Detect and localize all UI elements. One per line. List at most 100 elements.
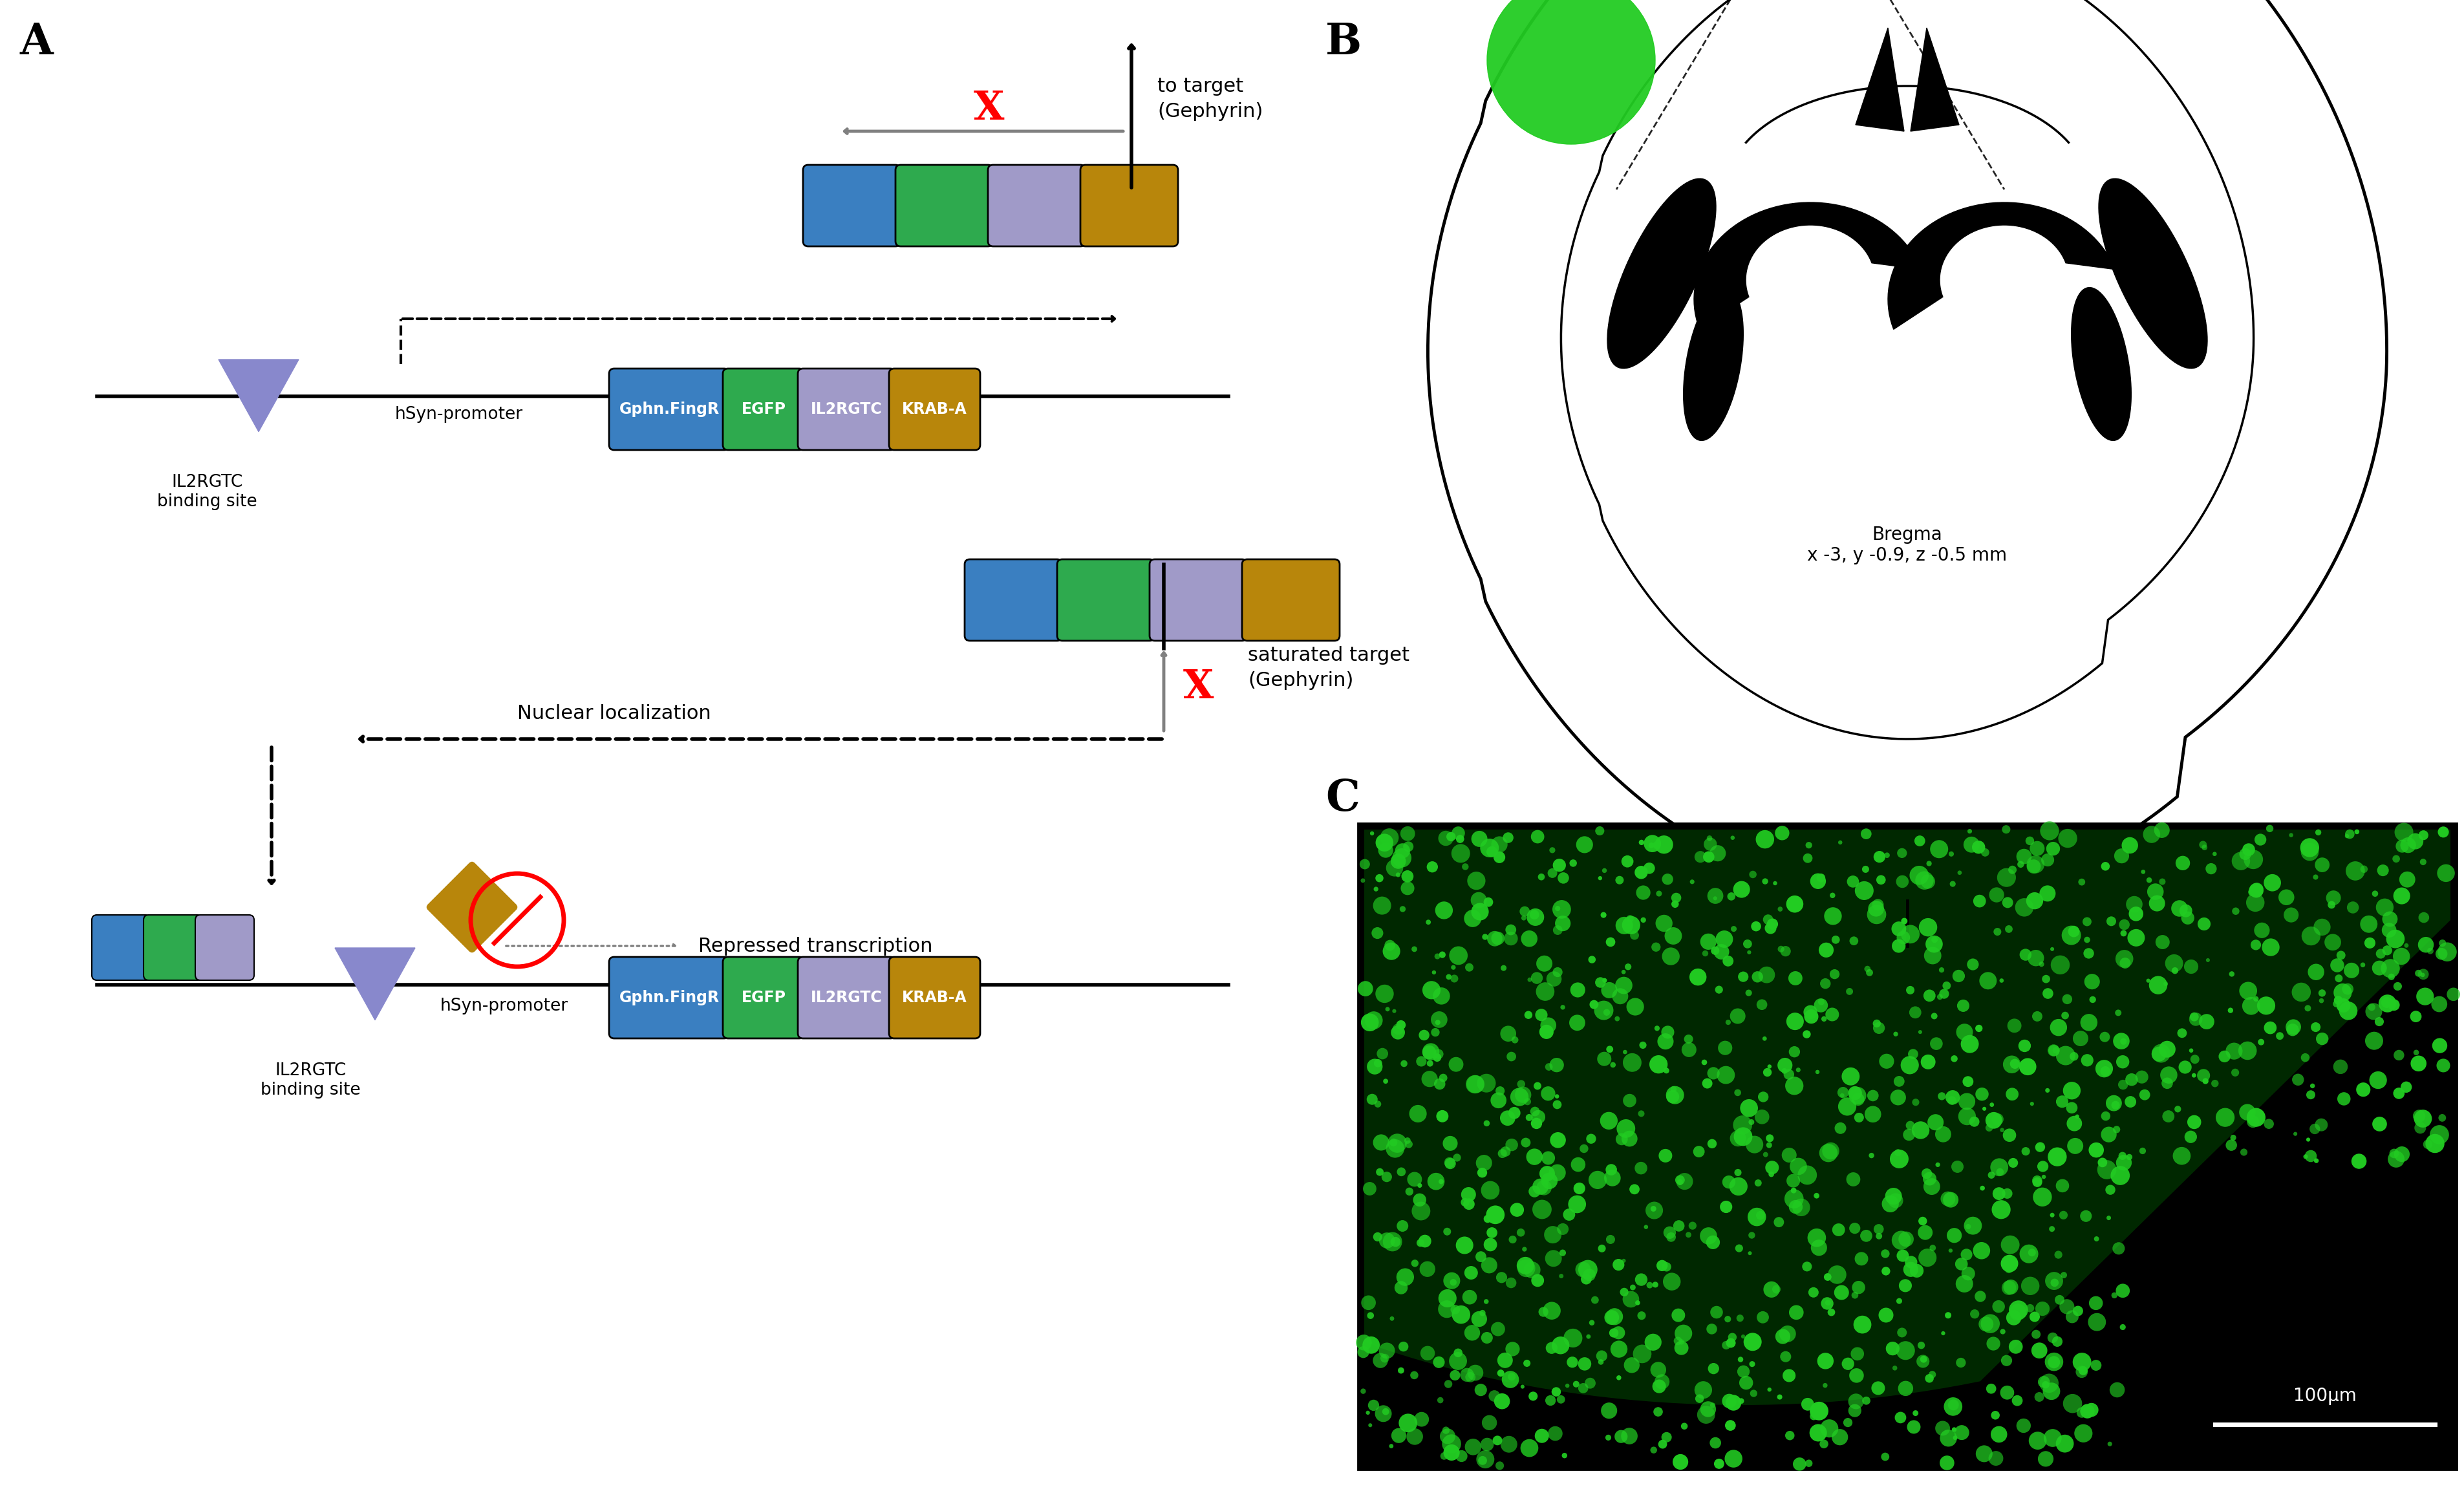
Circle shape (2008, 1340, 2023, 1353)
Circle shape (1461, 1199, 1469, 1206)
Circle shape (1395, 1281, 1407, 1295)
Circle shape (2104, 1185, 2114, 1194)
Circle shape (1823, 907, 1841, 925)
Circle shape (1372, 1134, 1390, 1151)
Circle shape (2437, 1114, 2444, 1122)
FancyBboxPatch shape (1057, 559, 1156, 641)
Circle shape (1855, 1253, 1868, 1266)
Circle shape (1597, 1350, 1607, 1361)
Circle shape (2365, 1003, 2383, 1020)
Circle shape (1597, 1359, 1604, 1365)
Circle shape (1609, 1328, 1619, 1338)
Circle shape (2001, 1329, 2006, 1334)
Circle shape (1678, 1340, 1683, 1344)
Circle shape (1449, 1352, 1466, 1370)
Circle shape (2119, 1325, 2124, 1331)
Circle shape (1422, 1045, 1437, 1059)
Circle shape (1796, 1068, 1801, 1072)
Circle shape (1757, 999, 1767, 1009)
Circle shape (1988, 888, 2003, 903)
Circle shape (2119, 1038, 2126, 1045)
Circle shape (1653, 1374, 1668, 1389)
Circle shape (2151, 1044, 2171, 1063)
Text: 100μm: 100μm (2292, 1386, 2356, 1404)
Circle shape (1597, 1245, 1607, 1253)
Circle shape (1385, 940, 1395, 951)
Circle shape (1604, 1170, 1621, 1187)
Circle shape (1703, 1078, 1712, 1089)
Circle shape (1841, 1068, 1860, 1086)
Circle shape (2198, 918, 2210, 930)
Circle shape (1607, 1235, 1614, 1244)
Circle shape (1407, 1172, 1422, 1187)
Circle shape (2124, 1074, 2136, 1086)
Circle shape (1501, 1026, 1515, 1042)
Circle shape (1611, 1326, 1624, 1340)
Circle shape (2119, 919, 2129, 930)
Circle shape (1828, 1308, 1836, 1316)
Circle shape (1653, 835, 1673, 853)
Circle shape (1848, 1368, 1863, 1383)
Circle shape (1609, 1341, 1626, 1358)
Circle shape (2038, 1161, 2048, 1172)
Circle shape (2215, 1108, 2235, 1126)
Circle shape (2075, 1114, 2080, 1119)
Circle shape (1584, 1377, 1594, 1389)
FancyBboxPatch shape (722, 957, 803, 1038)
Circle shape (2326, 901, 2336, 909)
Circle shape (1508, 1236, 1515, 1244)
Circle shape (1730, 1178, 1747, 1196)
Circle shape (2001, 825, 2011, 834)
Circle shape (1988, 1102, 1993, 1107)
Circle shape (2397, 871, 2415, 888)
Circle shape (2117, 1056, 2129, 1068)
Circle shape (2393, 1087, 2405, 1099)
Circle shape (2016, 849, 2030, 864)
Circle shape (1648, 1056, 1668, 1074)
Circle shape (2161, 1110, 2173, 1122)
Circle shape (1409, 1371, 1417, 1379)
Circle shape (1666, 1086, 1683, 1104)
Circle shape (1791, 1199, 1809, 1217)
Circle shape (1599, 912, 1607, 918)
FancyBboxPatch shape (798, 957, 894, 1038)
Circle shape (1969, 1310, 1979, 1319)
Circle shape (1395, 1020, 1404, 1030)
Circle shape (1725, 1316, 1730, 1322)
Circle shape (1789, 1200, 1801, 1214)
Circle shape (1915, 835, 1924, 846)
Circle shape (2425, 1134, 2444, 1154)
Circle shape (1823, 1383, 1828, 1388)
Circle shape (2319, 990, 2326, 997)
Circle shape (1577, 1260, 1597, 1280)
Circle shape (2338, 1002, 2358, 1020)
Circle shape (1614, 876, 1624, 885)
Circle shape (1949, 882, 1954, 886)
Circle shape (2326, 891, 2341, 906)
Circle shape (2107, 916, 2117, 927)
Circle shape (2109, 1382, 2124, 1397)
Circle shape (2287, 1023, 2299, 1036)
Circle shape (1688, 969, 1705, 985)
Circle shape (1621, 970, 1626, 975)
Circle shape (1523, 1359, 1530, 1367)
Circle shape (2060, 1012, 2067, 1020)
Text: EGFP: EGFP (742, 401, 786, 418)
Circle shape (1540, 1151, 1555, 1164)
Circle shape (1745, 1136, 1762, 1154)
Circle shape (1917, 1226, 1932, 1241)
Circle shape (2314, 1158, 2319, 1163)
Circle shape (1944, 1090, 1959, 1104)
Circle shape (1860, 1230, 1873, 1242)
Circle shape (1372, 1232, 1382, 1242)
Circle shape (1781, 1068, 1786, 1074)
Circle shape (2114, 1009, 2122, 1015)
Circle shape (2016, 898, 2033, 916)
Circle shape (2146, 979, 2149, 982)
Text: hSyn-promoter: hSyn-promoter (394, 406, 522, 424)
Circle shape (2380, 958, 2400, 978)
Circle shape (2299, 838, 2319, 858)
Circle shape (1392, 849, 1412, 868)
Circle shape (2437, 942, 2457, 961)
Circle shape (2306, 1137, 2309, 1142)
